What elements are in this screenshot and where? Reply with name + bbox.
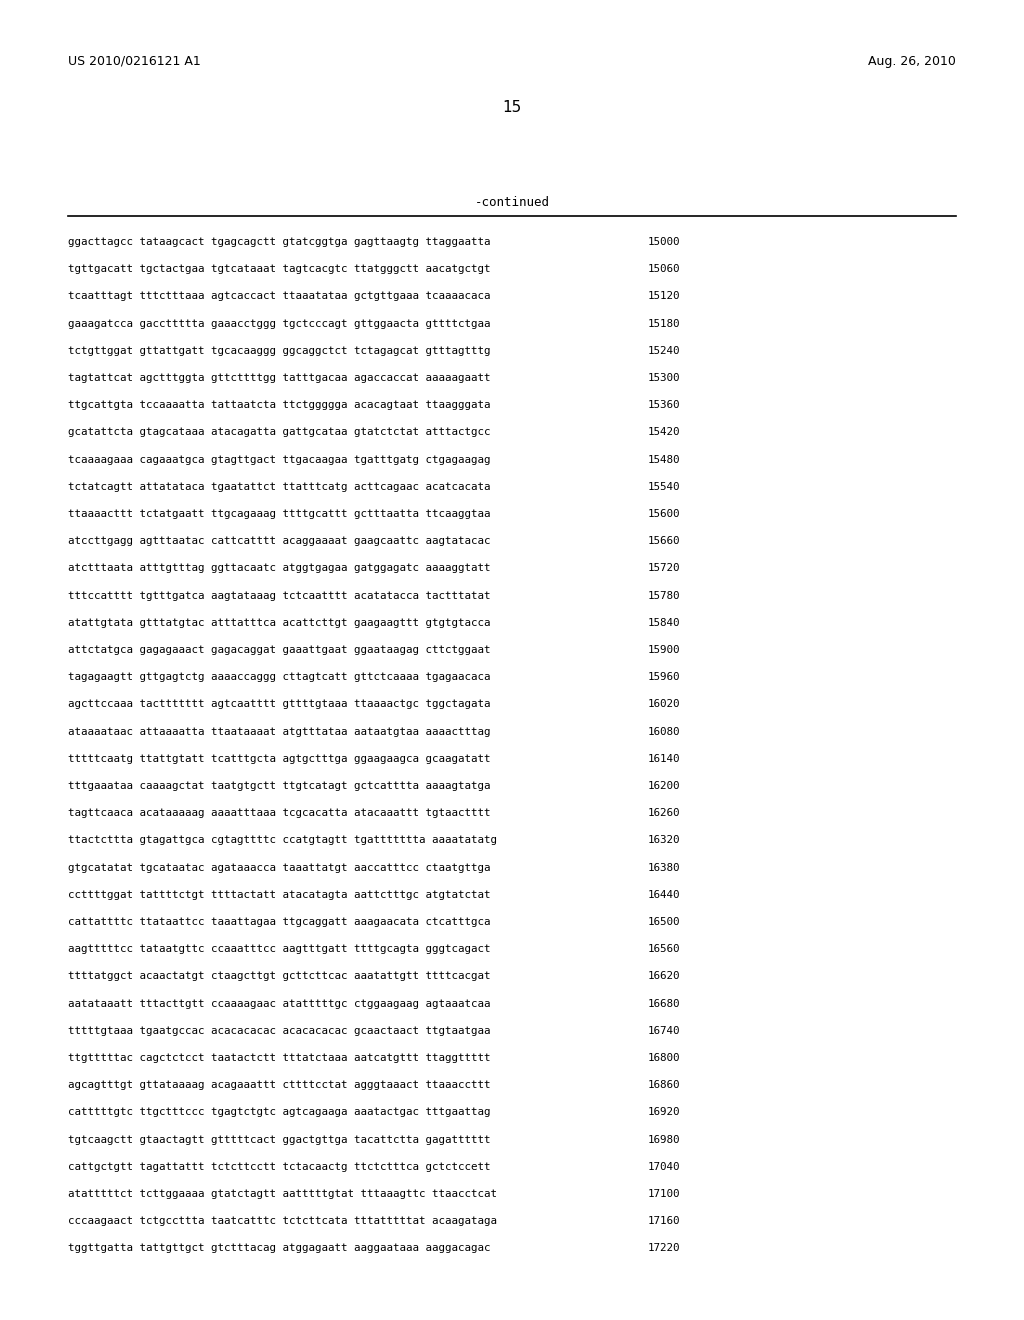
Text: tctatcagtt attatataca tgaatattct ttatttcatg acttcagaac acatcacata: tctatcagtt attatataca tgaatattct ttatttc… [68, 482, 490, 492]
Text: atattgtata gtttatgtac atttatttca acattcttgt gaagaagttt gtgtgtacca: atattgtata gtttatgtac atttatttca acattct… [68, 618, 490, 628]
Text: agcagtttgt gttataaaag acagaaattt cttttcctat agggtaaact ttaaaccttt: agcagtttgt gttataaaag acagaaattt cttttcc… [68, 1080, 490, 1090]
Text: 15720: 15720 [648, 564, 681, 573]
Text: tttttcaatg ttattgtatt tcatttgcta agtgctttga ggaagaagca gcaagatatt: tttttcaatg ttattgtatt tcatttgcta agtgctt… [68, 754, 490, 764]
Text: 15540: 15540 [648, 482, 681, 492]
Text: ttgtttttac cagctctcct taatactctt tttatctaaa aatcatgttt ttaggttttt: ttgtttttac cagctctcct taatactctt tttatct… [68, 1053, 490, 1063]
Text: 16500: 16500 [648, 917, 681, 927]
Text: tttccatttt tgtttgatca aagtataaag tctcaatttt acatatacca tactttatat: tttccatttt tgtttgatca aagtataaag tctcaat… [68, 590, 490, 601]
Text: aatataaatt tttacttgtt ccaaaagaac atatttttgc ctggaagaag agtaaatcaa: aatataaatt tttacttgtt ccaaaagaac atatttt… [68, 999, 490, 1008]
Text: gcatattcta gtagcataaa atacagatta gattgcataa gtatctctat atttactgcc: gcatattcta gtagcataaa atacagatta gattgca… [68, 428, 490, 437]
Text: 15900: 15900 [648, 645, 681, 655]
Text: 15: 15 [503, 100, 521, 115]
Text: 16440: 16440 [648, 890, 681, 900]
Text: 17220: 17220 [648, 1243, 681, 1254]
Text: catttttgtc ttgctttccc tgagtctgtc agtcagaaga aaatactgac tttgaattag: catttttgtc ttgctttccc tgagtctgtc agtcaga… [68, 1107, 490, 1118]
Text: 16260: 16260 [648, 808, 681, 818]
Text: 16380: 16380 [648, 862, 681, 873]
Text: tcaatttagt tttctttaaa agtcaccact ttaaatataa gctgttgaaa tcaaaacaca: tcaatttagt tttctttaaa agtcaccact ttaaata… [68, 292, 490, 301]
Text: tgttgacatt tgctactgaa tgtcataaat tagtcacgtc ttatgggctt aacatgctgt: tgttgacatt tgctactgaa tgtcataaat tagtcac… [68, 264, 490, 275]
Text: 16980: 16980 [648, 1135, 681, 1144]
Text: ttttatggct acaactatgt ctaagcttgt gcttcttcac aaatattgtt ttttcacgat: ttttatggct acaactatgt ctaagcttgt gcttctt… [68, 972, 490, 981]
Text: atatttttct tcttggaaaa gtatctagtt aatttttgtat tttaaagttc ttaacctcat: atatttttct tcttggaaaa gtatctagtt aattttt… [68, 1189, 497, 1199]
Text: Aug. 26, 2010: Aug. 26, 2010 [868, 55, 956, 69]
Text: tagagaagtt gttgagtctg aaaaccaggg cttagtcatt gttctcaaaa tgagaacaca: tagagaagtt gttgagtctg aaaaccaggg cttagtc… [68, 672, 490, 682]
Text: tagtattcat agctttggta gttcttttgg tatttgacaa agaccaccat aaaaagaatt: tagtattcat agctttggta gttcttttgg tatttga… [68, 374, 490, 383]
Text: 15060: 15060 [648, 264, 681, 275]
Text: 16560: 16560 [648, 944, 681, 954]
Text: 17100: 17100 [648, 1189, 681, 1199]
Text: 16740: 16740 [648, 1026, 681, 1036]
Text: gtgcatatat tgcataatac agataaacca taaattatgt aaccatttcc ctaatgttga: gtgcatatat tgcataatac agataaacca taaatta… [68, 862, 490, 873]
Text: atccttgagg agtttaatac cattcatttt acaggaaaat gaagcaattc aagtatacac: atccttgagg agtttaatac cattcatttt acaggaa… [68, 536, 490, 546]
Text: ggacttagcc tataagcact tgagcagctt gtatcggtga gagttaagtg ttaggaatta: ggacttagcc tataagcact tgagcagctt gtatcgg… [68, 238, 490, 247]
Text: cattgctgtt tagattattt tctcttcctt tctacaactg ttctctttca gctctccett: cattgctgtt tagattattt tctcttcctt tctacaa… [68, 1162, 490, 1172]
Text: attctatgca gagagaaact gagacaggat gaaattgaat ggaataagag cttctggaat: attctatgca gagagaaact gagacaggat gaaattg… [68, 645, 490, 655]
Text: ataaaataac attaaaatta ttaataaaat atgtttataa aataatgtaa aaaactttag: ataaaataac attaaaatta ttaataaaat atgttta… [68, 726, 490, 737]
Text: ccttttggat tattttctgt ttttactatt atacatagta aattctttgc atgtatctat: ccttttggat tattttctgt ttttactatt atacata… [68, 890, 490, 900]
Text: ttgcattgta tccaaaatta tattaatcta ttctggggga acacagtaat ttaagggata: ttgcattgta tccaaaatta tattaatcta ttctggg… [68, 400, 490, 411]
Text: 15780: 15780 [648, 590, 681, 601]
Text: US 2010/0216121 A1: US 2010/0216121 A1 [68, 55, 201, 69]
Text: 16080: 16080 [648, 726, 681, 737]
Text: 16140: 16140 [648, 754, 681, 764]
Text: cccaagaact tctgccttta taatcatttc tctcttcata tttatttttat acaagataga: cccaagaact tctgccttta taatcatttc tctcttc… [68, 1216, 497, 1226]
Text: tcaaaagaaa cagaaatgca gtagttgact ttgacaagaa tgatttgatg ctgagaagag: tcaaaagaaa cagaaatgca gtagttgact ttgacaa… [68, 454, 490, 465]
Text: 15240: 15240 [648, 346, 681, 356]
Text: 15480: 15480 [648, 454, 681, 465]
Text: 16320: 16320 [648, 836, 681, 845]
Text: -continued: -continued [474, 195, 550, 209]
Text: 16200: 16200 [648, 781, 681, 791]
Text: 15120: 15120 [648, 292, 681, 301]
Text: 16920: 16920 [648, 1107, 681, 1118]
Text: tggttgatta tattgttgct gtctttacag atggagaatt aaggaataaa aaggacagac: tggttgatta tattgttgct gtctttacag atggaga… [68, 1243, 490, 1254]
Text: 16800: 16800 [648, 1053, 681, 1063]
Text: 15360: 15360 [648, 400, 681, 411]
Text: 15300: 15300 [648, 374, 681, 383]
Text: agcttccaaa tacttttttt agtcaatttt gttttgtaaa ttaaaactgc tggctagata: agcttccaaa tacttttttt agtcaatttt gttttgt… [68, 700, 490, 709]
Text: 16680: 16680 [648, 999, 681, 1008]
Text: tttgaaataa caaaagctat taatgtgctt ttgtcatagt gctcatttta aaaagtatga: tttgaaataa caaaagctat taatgtgctt ttgtcat… [68, 781, 490, 791]
Text: 15660: 15660 [648, 536, 681, 546]
Text: 15840: 15840 [648, 618, 681, 628]
Text: tttttgtaaa tgaatgccac acacacacac acacacacac gcaactaact ttgtaatgaa: tttttgtaaa tgaatgccac acacacacac acacaca… [68, 1026, 490, 1036]
Text: 16020: 16020 [648, 700, 681, 709]
Text: 16860: 16860 [648, 1080, 681, 1090]
Text: tagttcaaca acataaaaag aaaatttaaa tcgcacatta atacaaattt tgtaactttt: tagttcaaca acataaaaag aaaatttaaa tcgcaca… [68, 808, 490, 818]
Text: 15000: 15000 [648, 238, 681, 247]
Text: tgtcaagctt gtaactagtt gtttttcact ggactgttga tacattctta gagatttttt: tgtcaagctt gtaactagtt gtttttcact ggactgt… [68, 1135, 490, 1144]
Text: ttactcttta gtagattgca cgtagttttc ccatgtagtt tgattttttta aaaatatatg: ttactcttta gtagattgca cgtagttttc ccatgta… [68, 836, 497, 845]
Text: tctgttggat gttattgatt tgcacaaggg ggcaggctct tctagagcat gtttagtttg: tctgttggat gttattgatt tgcacaaggg ggcaggc… [68, 346, 490, 356]
Text: 17040: 17040 [648, 1162, 681, 1172]
Text: aagtttttcc tataatgttc ccaaatttcc aagtttgatt ttttgcagta gggtcagact: aagtttttcc tataatgttc ccaaatttcc aagtttg… [68, 944, 490, 954]
Text: 15180: 15180 [648, 318, 681, 329]
Text: 15960: 15960 [648, 672, 681, 682]
Text: 17160: 17160 [648, 1216, 681, 1226]
Text: 15600: 15600 [648, 510, 681, 519]
Text: 16620: 16620 [648, 972, 681, 981]
Text: atctttaata atttgtttag ggttacaatc atggtgagaa gatggagatc aaaaggtatt: atctttaata atttgtttag ggttacaatc atggtga… [68, 564, 490, 573]
Text: gaaagatcca gaccttttta gaaacctggg tgctcccagt gttggaacta gttttctgaa: gaaagatcca gaccttttta gaaacctggg tgctccc… [68, 318, 490, 329]
Text: cattattttc ttataattcc taaattagaa ttgcaggatt aaagaacata ctcatttgca: cattattttc ttataattcc taaattagaa ttgcagg… [68, 917, 490, 927]
Text: ttaaaacttt tctatgaatt ttgcagaaag ttttgcattt gctttaatta ttcaaggtaa: ttaaaacttt tctatgaatt ttgcagaaag ttttgca… [68, 510, 490, 519]
Text: 15420: 15420 [648, 428, 681, 437]
